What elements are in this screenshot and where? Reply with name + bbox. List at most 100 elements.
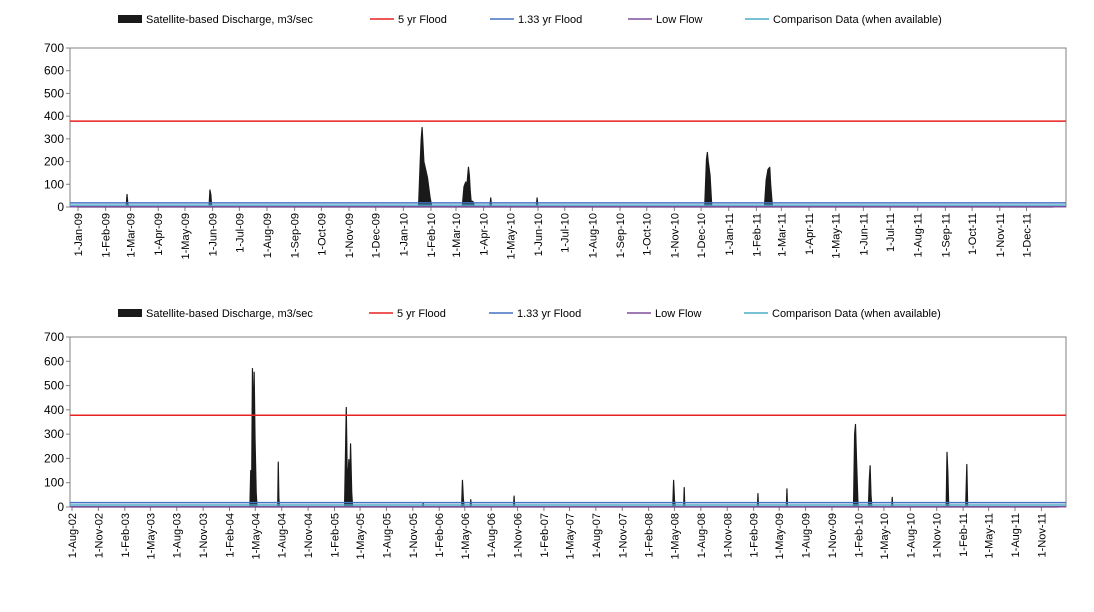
x-tick-label: 1-May-07 — [564, 513, 576, 559]
x-tick-label: 1-Oct-09 — [316, 213, 328, 256]
x-tick-label: 1-Jun-11 — [858, 213, 870, 256]
legend-label: Satellite-based Discharge, m3/sec — [146, 14, 313, 26]
y-tick-label: 300 — [44, 427, 64, 441]
x-tick-label: 1-Feb-09 — [749, 513, 761, 558]
x-tick-label: 1-May-10 — [879, 513, 891, 559]
x-tick-label: 1-Aug-09 — [262, 213, 274, 258]
x-tick-label: 1-Nov-11 — [1036, 513, 1048, 557]
legend-label: 5 yr Flood — [398, 14, 447, 26]
y-tick-label: 0 — [57, 200, 64, 214]
legend-label: 5 yr Flood — [397, 308, 446, 320]
series-discharge-area — [71, 367, 1060, 508]
x-tick-label: 1-Feb-11 — [751, 213, 763, 257]
x-tick-label: 1-Aug-08 — [696, 513, 708, 558]
x-tick-label: 1-Oct-11 — [967, 213, 979, 255]
series-discharge-area — [77, 126, 1054, 208]
y-axis: 0 100 200 300 400 500 600 700 — [44, 330, 70, 514]
y-tick-label: 400 — [44, 109, 64, 123]
x-tick-label: 1-Aug-02 — [67, 513, 79, 558]
x-tick-label: 1-Apr-11 — [804, 213, 816, 255]
x-tick-label: 1-Sep-10 — [615, 213, 627, 258]
x-tick-label: 1-Nov-07 — [617, 513, 629, 558]
x-tick-label: 1-Feb-07 — [539, 513, 551, 558]
x-tick-label: 1-May-10 — [505, 213, 517, 259]
y-tick-label: 200 — [44, 155, 64, 169]
x-tick-label: 1-Aug-10 — [905, 513, 917, 558]
x-tick-label: 1-Nov-03 — [198, 513, 210, 558]
x-tick-label: 1-Sep-09 — [290, 213, 302, 258]
x-tick-label: 1-Feb-03 — [120, 513, 132, 558]
x-tick-label: 1-Aug-10 — [587, 213, 599, 258]
x-axis: 1-Jan-09 1-Feb-09 1-Mar-09 1-Apr-09 1-May-09… — [73, 207, 1034, 259]
legend-label: 1.33 yr Flood — [517, 308, 581, 320]
x-tick-label: 1-Feb-04 — [225, 513, 237, 558]
x-tick-label: 1-Aug-04 — [277, 513, 289, 558]
x-tick-label: 1-Dec-11 — [1022, 213, 1034, 257]
legend-label: Low Flow — [656, 14, 703, 26]
x-tick-label: 1-Nov-08 — [722, 513, 734, 558]
x-tick-label: 1-Feb-10 — [426, 213, 438, 258]
y-tick-label: 300 — [44, 132, 64, 146]
chart-legend: Satellite-based Discharge, m3/sec 5 yr Fl… — [118, 308, 941, 320]
y-tick-label: 500 — [44, 86, 64, 100]
x-tick-label: 1-Feb-05 — [330, 513, 342, 558]
x-tick-label: 1-Feb-06 — [434, 513, 446, 558]
x-tick-label: 1-Feb-09 — [101, 213, 113, 258]
x-tick-label: 1-Dec-09 — [371, 213, 383, 258]
x-tick-label: 1-Feb-08 — [644, 513, 656, 558]
x-tick-label: 1-Aug-06 — [486, 513, 498, 558]
y-tick-label: 400 — [44, 403, 64, 417]
x-tick-label: 1-Nov-10 — [669, 213, 681, 258]
legend-label: Comparison Data (when available) — [772, 308, 941, 320]
x-tick-label: 1-May-05 — [355, 513, 367, 559]
y-tick-label: 500 — [44, 379, 64, 393]
legend-label: 1.33 yr Flood — [518, 14, 582, 26]
x-tick-label: 1-Jun-10 — [533, 213, 545, 256]
x-tick-label: 1-Mar-09 — [126, 213, 138, 258]
x-tick-label: 1-Jan-09 — [73, 213, 85, 256]
x-tick-label: 1-Aug-03 — [172, 513, 184, 558]
x-tick-label: 1-Jul-11 — [885, 213, 897, 252]
x-tick-label: 1-Aug-11 — [913, 213, 925, 257]
x-tick-label: 1-May-09 — [180, 213, 192, 259]
y-tick-label: 600 — [44, 354, 64, 368]
x-tick-label: 1-May-09 — [774, 513, 786, 559]
x-tick-label: 1-Nov-10 — [932, 513, 944, 558]
x-tick-label: 1-Jul-10 — [560, 213, 572, 253]
x-tick-label: 1-May-11 — [984, 513, 996, 559]
x-tick-label: 1-Apr-09 — [153, 213, 165, 256]
chart-panel-2: Satellite-based Discharge, m3/sec 5 yr Fl… — [44, 308, 1067, 559]
x-tick-label: 1-May-11 — [831, 213, 843, 259]
x-tick-label: 1-Nov-09 — [827, 513, 839, 558]
x-axis: 1-Aug-02 1-Nov-02 1-Feb-03 1-May-03 1-Aug-03… — [67, 507, 1048, 559]
x-tick-label: 1-Aug-11 — [1010, 513, 1022, 557]
x-tick-label: 1-May-08 — [669, 513, 681, 559]
x-tick-label: 1-Feb-10 — [853, 513, 865, 558]
x-tick-label: 1-Aug-05 — [381, 513, 393, 558]
y-tick-label: 700 — [44, 330, 64, 344]
x-tick-label: 1-Nov-02 — [93, 513, 105, 558]
y-tick-label: 100 — [44, 177, 64, 191]
y-tick-label: 100 — [44, 476, 64, 490]
legend-label: Comparison Data (when available) — [773, 14, 942, 26]
x-tick-label: 1-Dec-10 — [696, 213, 708, 258]
x-tick-label: 1-Mar-11 — [776, 213, 788, 257]
x-tick-label: 1-Nov-09 — [344, 213, 356, 258]
x-tick-label: 1-Jan-10 — [398, 213, 410, 256]
x-tick-label: 1-Feb-11 — [958, 513, 970, 557]
y-tick-label: 0 — [57, 500, 64, 514]
y-axis: 0 100 200 300 400 500 600 700 — [44, 41, 70, 214]
plot-area — [69, 47, 1067, 208]
x-tick-label: 1-Nov-11 — [995, 213, 1007, 257]
x-tick-label: 1-May-03 — [145, 513, 157, 559]
x-tick-label: 1-Nov-05 — [408, 513, 420, 558]
x-tick-label: 1-Nov-04 — [303, 513, 315, 558]
x-tick-label: 1-May-06 — [460, 513, 472, 559]
x-tick-label: 1-Oct-10 — [642, 213, 654, 256]
x-tick-label: 1-Sep-11 — [940, 213, 952, 257]
y-tick-label: 600 — [44, 64, 64, 78]
x-tick-label: 1-Nov-06 — [513, 513, 525, 558]
y-tick-label: 700 — [44, 41, 64, 55]
